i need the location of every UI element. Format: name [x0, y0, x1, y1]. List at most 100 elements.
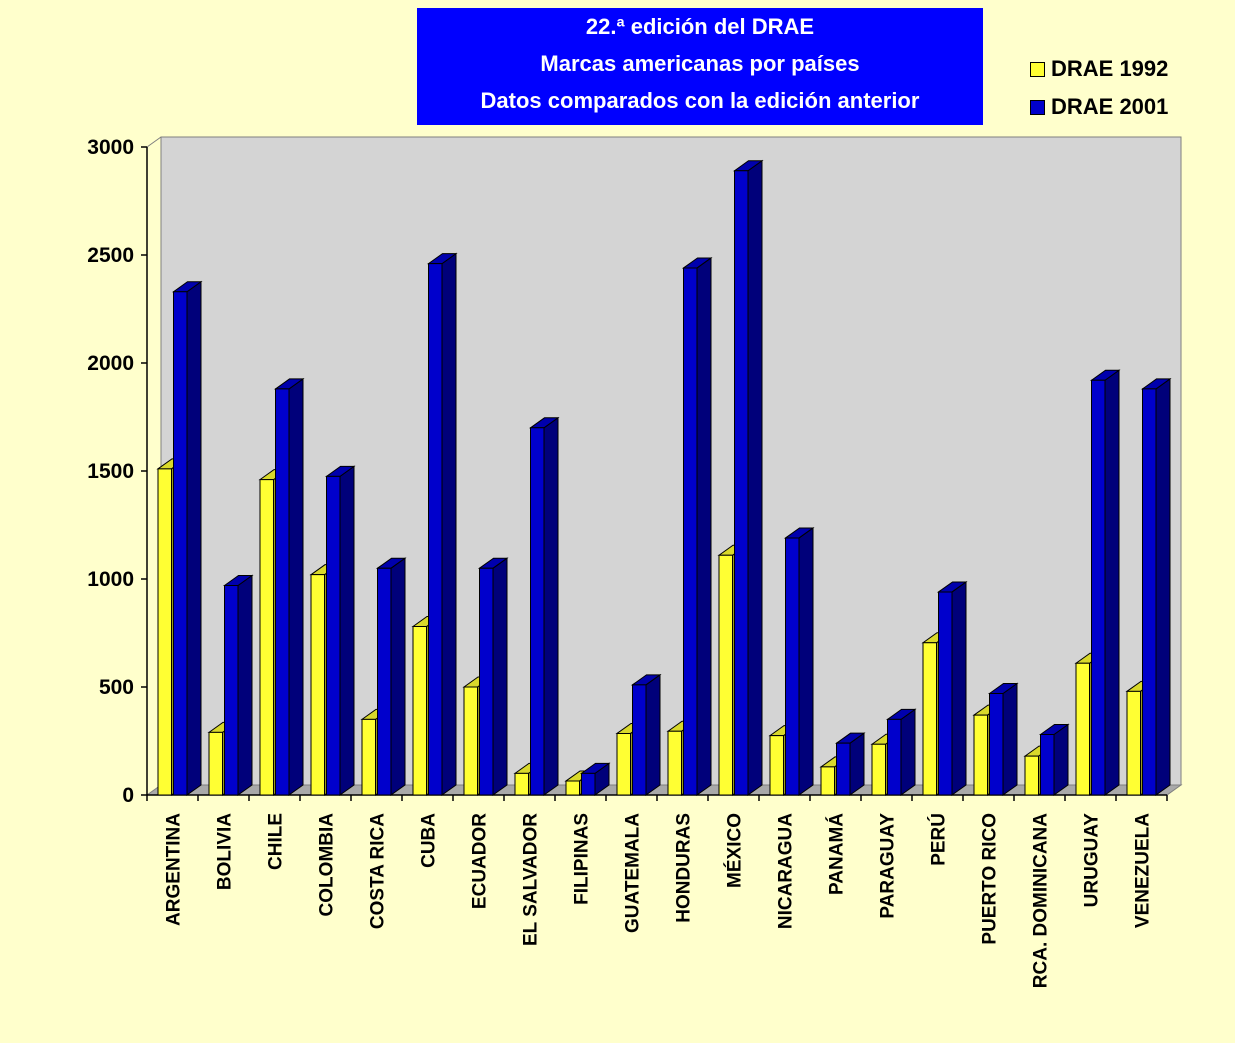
y-tick-label: 1000 — [87, 568, 134, 591]
bar-drae-2001-nicaragua — [783, 526, 815, 796]
bar-drae-2001-el-salvador-face — [530, 427, 545, 796]
plot-edge — [146, 136, 162, 148]
bar-drae-2001-panam--face — [849, 732, 865, 796]
bar-drae-2001-argentina-face — [186, 280, 202, 796]
bar-drae-1992-paraguay-face — [871, 743, 886, 796]
bar-drae-2001-chile — [273, 377, 305, 796]
bar-drae-1992-per--face — [922, 642, 937, 796]
bar-drae-1992-bolivia-face — [208, 731, 223, 796]
bar-drae-2001-panam- — [834, 732, 866, 796]
bar-drae-2001-bolivia-face — [237, 574, 253, 796]
bar-drae-1992-costa-rica-face — [361, 718, 376, 796]
x-tick-label: ECUADOR — [470, 813, 491, 909]
x-tick-label: VENEZUELA — [1133, 813, 1154, 928]
bar-drae-2001-bolivia — [222, 574, 254, 796]
bar-drae-2001-argentina-face — [173, 291, 188, 796]
x-tick-label: PUERTO RICO — [980, 813, 1001, 945]
bar-drae-2001-rca-dominicana-face — [1053, 723, 1069, 796]
y-tick-label: 3000 — [87, 136, 134, 159]
y-tick-label: 2000 — [87, 352, 134, 375]
bar-drae-1992-ecuador-face — [463, 686, 478, 796]
x-tick-label: BOLIVIA — [215, 813, 236, 890]
bar-drae-2001-venezuela-face — [1142, 388, 1157, 796]
legend: DRAE 1992 DRAE 2001 — [1030, 50, 1168, 126]
x-tick-label: COLOMBIA — [317, 813, 338, 917]
x-tick-label: FILIPINAS — [572, 813, 593, 905]
bar-drae-2001-paraguay-face — [900, 708, 916, 796]
bar-drae-2001-guatemala — [630, 673, 662, 796]
bar-drae-1992-el-salvador-face — [514, 772, 529, 796]
bar-drae-2001-puerto-rico-face — [1002, 682, 1018, 796]
bar-drae-2001-ecuador-face — [492, 557, 508, 796]
bar-drae-2001-uruguay-face — [1091, 379, 1106, 796]
bar-drae-2001-nicaragua-face — [785, 537, 800, 796]
chart-title-line-3: Datos comparados con la edición anterior — [480, 88, 920, 113]
bar-drae-2001-filipinas-face — [581, 772, 596, 796]
bar-drae-2001-m-xico-face — [734, 170, 749, 796]
x-tick-label: EL SALVADOR — [521, 813, 542, 946]
bar-drae-2001-uruguay-face — [1104, 369, 1120, 796]
y-tick-label: 0 — [122, 784, 134, 807]
bar-drae-2001-cuba-face — [441, 252, 457, 796]
x-tick-label: CHILE — [266, 813, 287, 870]
x-tick-label: PANAMÁ — [826, 813, 848, 895]
bar-drae-2001-per- — [936, 580, 968, 796]
bar-drae-1992-venezuela-face — [1126, 690, 1141, 796]
bar-drae-2001-puerto-rico — [987, 682, 1019, 796]
chart-title-line-2: Marcas americanas por países — [540, 51, 860, 76]
bar-drae-1992-filipinas-face — [565, 780, 580, 796]
bar-drae-1992-chile-face — [259, 479, 274, 796]
x-tick-label: MÉXICO — [724, 813, 746, 888]
bar-drae-1992-cuba-face — [412, 626, 427, 796]
chart-title-line-1: 22.ª edición del DRAE — [585, 14, 815, 39]
bar-drae-2001-argentina — [171, 280, 203, 796]
bar-drae-2001-colombia-face — [326, 475, 341, 796]
bar-drae-2001-per--face — [951, 580, 967, 796]
legend-label-2001: DRAE 2001 — [1051, 94, 1169, 119]
bar-drae-2001-el-salvador-face — [543, 416, 559, 796]
bar-drae-2001-guatemala-face — [632, 684, 647, 796]
chart-title-box: 22.ª edición del DRAE Marcas americanas … — [417, 8, 983, 125]
x-tick-label: PERÚ — [928, 813, 950, 866]
y-tick-label: 2500 — [87, 244, 134, 267]
bar-drae-2001-filipinas — [579, 762, 611, 796]
bar-drae-2001-cuba-face — [428, 263, 443, 796]
bar-drae-2001-panam--face — [836, 742, 851, 796]
x-tick-label: HONDURAS — [674, 813, 695, 923]
x-tick-label: COSTA RICA — [368, 813, 389, 929]
bar-drae-2001-colombia — [324, 465, 356, 796]
bar-drae-2001-uruguay — [1089, 369, 1121, 796]
x-tick-label: URUGUAY — [1082, 813, 1103, 908]
bar-drae-2001-venezuela-face — [1155, 377, 1171, 796]
bar-drae-2001-paraguay — [885, 708, 917, 796]
legend-item-1992: DRAE 1992 — [1030, 50, 1168, 88]
x-tick-label: PARAGUAY — [878, 813, 899, 919]
bar-drae-1992-panam--face — [820, 766, 835, 796]
bar-drae-1992-honduras-face — [667, 730, 682, 796]
bar-drae-2001-paraguay-face — [887, 718, 902, 796]
bar-drae-1992-colombia-face — [310, 574, 325, 796]
bar-drae-2001-costa-rica-face — [390, 557, 406, 796]
bar-drae-2001-colombia-face — [339, 465, 355, 796]
y-tick-label: 500 — [99, 676, 134, 699]
bar-drae-1992-puerto-rico-face — [973, 714, 988, 796]
legend-item-2001: DRAE 2001 — [1030, 88, 1168, 126]
bar-drae-2001-bolivia-face — [224, 584, 239, 796]
bar-drae-2001-ecuador-face — [479, 567, 494, 796]
bar-drae-2001-honduras-face — [696, 256, 712, 796]
bar-drae-2001-rca-dominicana — [1038, 723, 1070, 796]
bar-drae-2001-puerto-rico-face — [989, 692, 1004, 796]
bar-drae-2001-honduras-face — [683, 267, 698, 796]
bar-drae-2001-chile-face — [288, 377, 304, 796]
legend-swatch-1992 — [1030, 61, 1045, 77]
bar-drae-2001-guatemala-face — [645, 673, 661, 796]
bar-drae-2001-m-xico — [732, 159, 764, 796]
bar-drae-2001-m-xico-face — [747, 159, 763, 796]
bar-drae-2001-costa-rica — [375, 557, 407, 796]
bar-drae-1992-uruguay-face — [1075, 662, 1090, 796]
bar-drae-1992-rca-dominicana-face — [1024, 755, 1039, 796]
y-tick-label: 1500 — [87, 460, 134, 483]
bar-drae-2001-honduras — [681, 256, 713, 796]
legend-swatch-2001 — [1030, 99, 1045, 115]
